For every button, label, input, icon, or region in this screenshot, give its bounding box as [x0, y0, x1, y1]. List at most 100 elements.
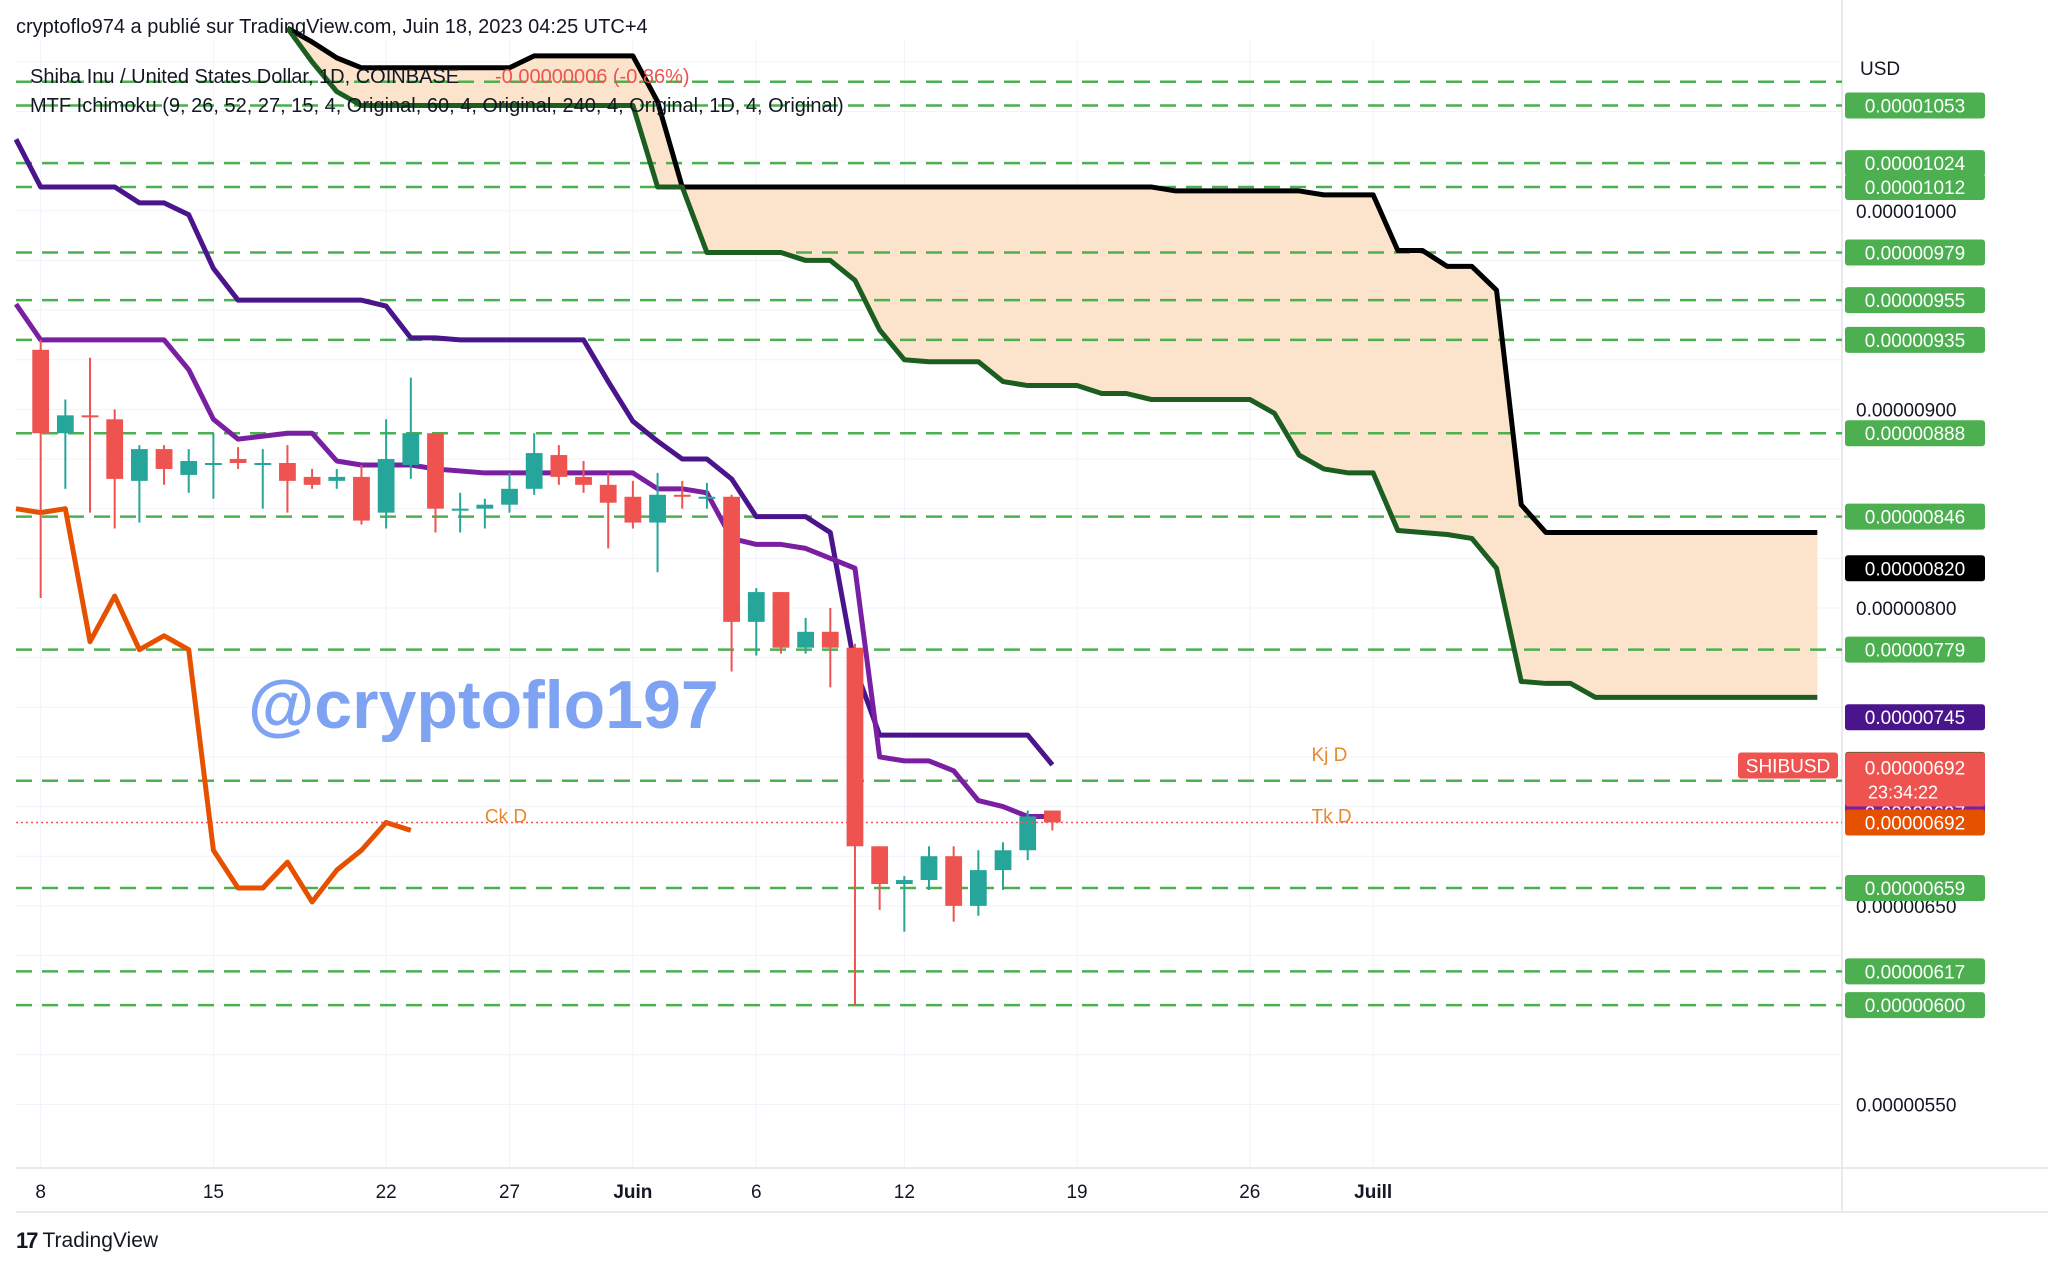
candle-body [427, 433, 444, 509]
badge-text: 0.00001012 [1865, 178, 1965, 199]
candle [821, 607, 839, 688]
level-price-badge: 0.00000617 [1845, 958, 1985, 985]
candle-body [1019, 816, 1037, 851]
time-tick-label: 15 [203, 1182, 224, 1203]
annotation-label: Tk D [1311, 806, 1351, 827]
indicator-price-badge: 0.00000692 [1845, 809, 1985, 836]
candle [130, 445, 148, 523]
candle [451, 492, 469, 533]
symbol-price-badge: 0.00000692 23:34:22 SHIBUSD [1738, 752, 1985, 807]
candle-body [353, 476, 370, 521]
candle-body [673, 494, 691, 497]
chikou-line [15, 506, 412, 905]
candle [303, 468, 321, 489]
candle-body [871, 846, 889, 885]
price-change: -0.00000006 (-0.86%) [495, 66, 690, 88]
badge-text: 0.00000935 [1865, 331, 1965, 352]
badge-bg [1845, 752, 1985, 807]
candle [254, 449, 272, 509]
candle [353, 464, 370, 525]
candle [377, 419, 395, 529]
badge-bg [1845, 287, 1985, 314]
badge-text: 0.00000617 [1865, 962, 1965, 983]
candle [1043, 810, 1061, 831]
annotation-label: Ck D [485, 806, 527, 827]
indicator-title: MTF Ichimoku (9, 26, 52, 27, 15, 4, Orig… [30, 95, 844, 117]
candle-body [920, 856, 938, 881]
price-tick-label: 0.00000900 [1856, 400, 1956, 421]
candle [723, 494, 740, 672]
level-price-badge: 0.00000888 [1845, 420, 1985, 447]
candle-body [525, 453, 543, 489]
level-price-badge: 0.00000659 [1845, 874, 1985, 901]
publish-header: cryptoflo974 a publié sur TradingView.co… [16, 16, 648, 38]
candle-body [56, 415, 74, 434]
candle [155, 445, 173, 485]
candle-body [303, 476, 321, 485]
candle-body [501, 488, 518, 505]
badge-bg [1845, 173, 1985, 200]
badge-bg [1845, 704, 1985, 731]
level-price-badge: 0.00000979 [1845, 239, 1985, 266]
badge-bg [1845, 874, 1985, 901]
level-price-badge: 0.00000846 [1845, 503, 1985, 530]
annotation-label: Kj D [1311, 745, 1347, 766]
candle [427, 433, 444, 533]
badge-bg [1845, 809, 1985, 836]
candle [994, 842, 1012, 890]
candle-body [81, 415, 99, 418]
candle [747, 588, 765, 656]
candle-body [649, 494, 666, 523]
badge-text: 0.00001024 [1865, 154, 1966, 175]
candle [920, 846, 938, 890]
candle [279, 445, 296, 513]
level-price-badge: 0.00000935 [1845, 326, 1985, 353]
candle-body [377, 459, 395, 513]
candle [550, 445, 568, 485]
candle [328, 468, 346, 489]
candle [32, 339, 50, 599]
candle-body [624, 496, 642, 523]
candle [501, 472, 518, 513]
candle-body [229, 459, 247, 463]
badge-text: 0.00000692 [1865, 758, 1965, 779]
candle [1019, 810, 1037, 861]
candle [649, 472, 666, 573]
candle [599, 472, 617, 549]
footer-brand: TradingView [42, 1229, 159, 1252]
candle [673, 480, 691, 509]
candle [106, 409, 124, 529]
badge-bg [1845, 92, 1985, 119]
time-tick-label: 26 [1239, 1182, 1260, 1203]
candle-body [994, 850, 1012, 871]
candle-body [821, 631, 839, 648]
badge-bg [1845, 555, 1985, 582]
symbol-name: SHIBUSD [1746, 756, 1830, 777]
kijun-line [13, 138, 1055, 767]
level-price-badge: 0.00000600 [1845, 992, 1985, 1019]
badge-bg [1845, 326, 1985, 353]
candle-body [772, 592, 790, 648]
time-tick-label: Juin [613, 1182, 652, 1203]
candle [969, 850, 987, 916]
price-tick-label: 0.00000650 [1856, 897, 1956, 918]
candle-body [895, 880, 913, 885]
candle [81, 357, 99, 513]
tenkan-line [13, 302, 1053, 819]
badge-text: 0.00000820 [1865, 559, 1965, 580]
level-price-badge: 0.00001012 [1845, 173, 1985, 200]
level-price-badge: 0.00000955 [1845, 287, 1985, 314]
candle-body [106, 419, 124, 479]
candle [797, 617, 815, 654]
time-tick-label: 12 [894, 1182, 915, 1203]
candle [476, 498, 494, 529]
candle [895, 876, 913, 932]
candle-body [476, 504, 494, 509]
candle-body [32, 349, 50, 434]
candle-body [254, 463, 272, 465]
price-tick-label: 0.00000550 [1856, 1095, 1956, 1116]
level-price-badge: 0.00001053 [1845, 92, 1985, 119]
footer: 17 TradingView [16, 1228, 158, 1254]
